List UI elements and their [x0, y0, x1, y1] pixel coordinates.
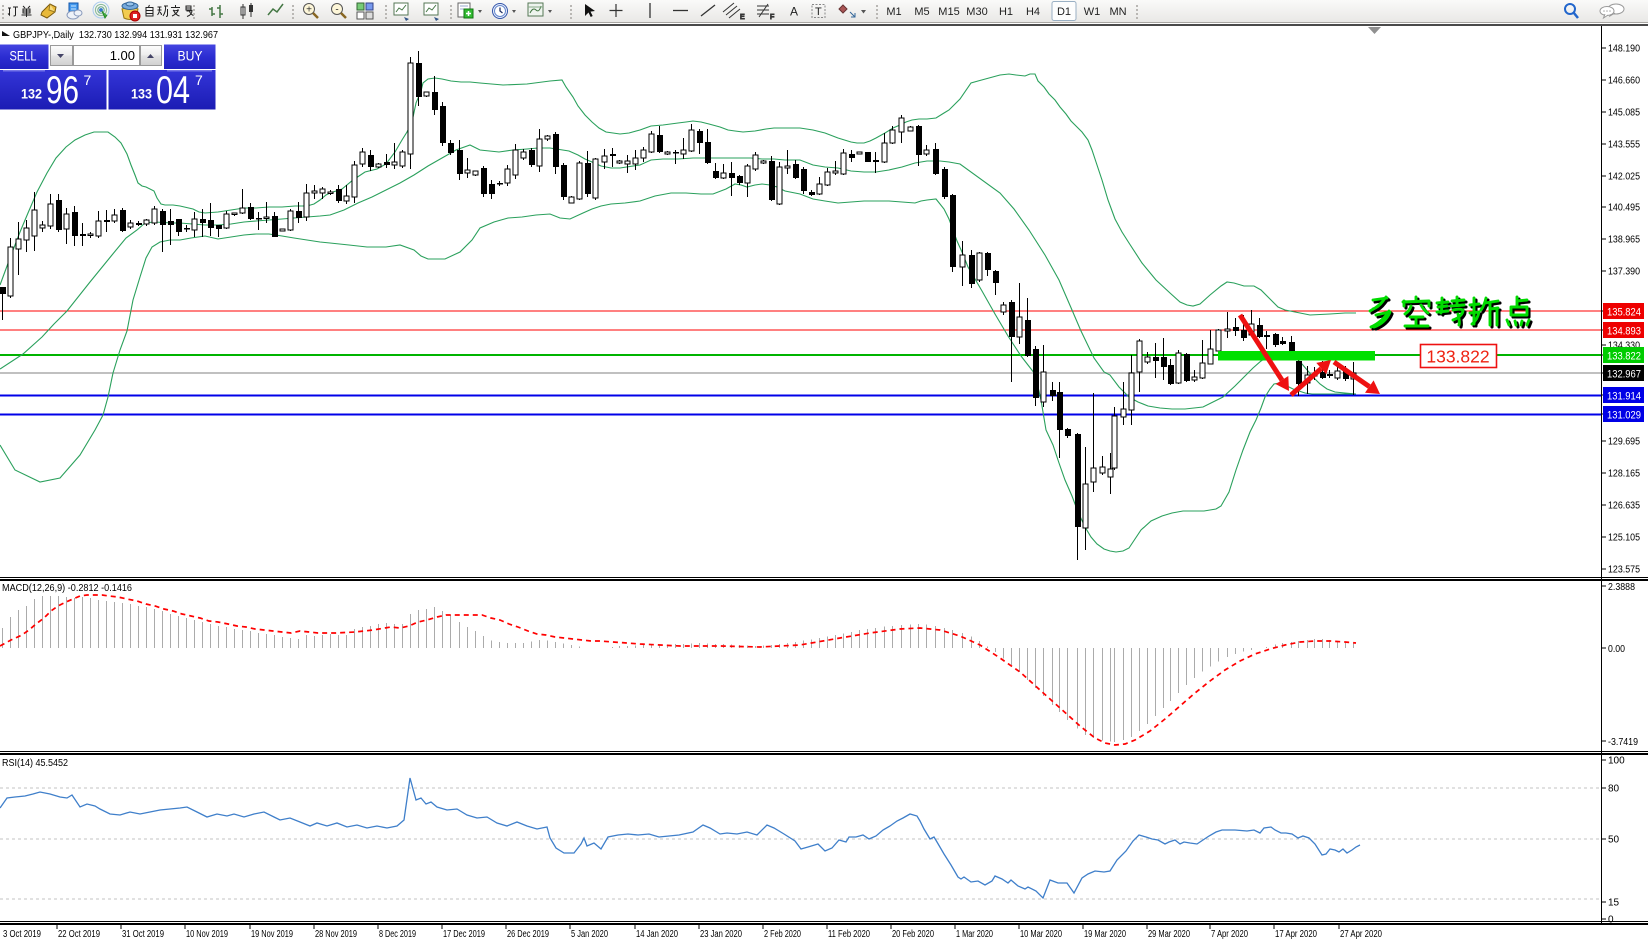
svg-text:04: 04: [156, 69, 190, 112]
svg-text:M1: M1: [886, 6, 901, 18]
svg-text:MN: MN: [1109, 6, 1126, 18]
svg-text:145.085: 145.085: [1608, 108, 1640, 119]
svg-text:27 Apr 2020: 27 Apr 2020: [1340, 929, 1382, 940]
svg-text:3 Oct 2019: 3 Oct 2019: [3, 929, 41, 940]
svg-text:D1: D1: [1057, 6, 1071, 18]
svg-text:M15: M15: [938, 6, 959, 18]
svg-text:133: 133: [131, 86, 152, 102]
svg-text:MACD(12,26,9) -0.2812 -0.1416: MACD(12,26,9) -0.2812 -0.1416: [2, 583, 132, 594]
svg-text:29 Mar 2020: 29 Mar 2020: [1148, 929, 1190, 940]
svg-text:2 Feb 2020: 2 Feb 2020: [764, 929, 801, 940]
svg-text:96: 96: [46, 69, 79, 112]
svg-text:126.635: 126.635: [1608, 501, 1640, 512]
svg-text:17 Dec 2019: 17 Dec 2019: [443, 929, 485, 940]
svg-text:H1: H1: [999, 6, 1013, 18]
svg-text:M30: M30: [966, 6, 987, 18]
svg-text:7 Apr 2020: 7 Apr 2020: [1211, 929, 1248, 940]
svg-text:M5: M5: [914, 6, 929, 18]
svg-text:28 Nov 2019: 28 Nov 2019: [315, 929, 357, 940]
svg-text:H4: H4: [1026, 6, 1040, 18]
svg-text:125.105: 125.105: [1608, 533, 1640, 544]
svg-text:80: 80: [1608, 784, 1620, 795]
svg-text:135.824: 135.824: [1607, 307, 1641, 319]
svg-text:BUY: BUY: [178, 49, 203, 64]
svg-text:W1: W1: [1084, 6, 1101, 18]
svg-text:11 Feb 2020: 11 Feb 2020: [828, 929, 870, 940]
svg-text:0.00: 0.00: [1608, 644, 1625, 655]
svg-text:50: 50: [1608, 835, 1620, 846]
svg-text:146.660: 146.660: [1608, 76, 1640, 87]
svg-text:132: 132: [21, 86, 42, 102]
svg-text:F: F: [770, 14, 774, 21]
svg-text:-3.7419: -3.7419: [1608, 737, 1638, 748]
svg-text:E: E: [740, 14, 745, 21]
svg-text:128.165: 128.165: [1608, 469, 1640, 480]
svg-text:137.390: 137.390: [1608, 267, 1640, 278]
svg-text:1.00: 1.00: [110, 48, 135, 63]
svg-text:5 Jan 2020: 5 Jan 2020: [571, 929, 608, 940]
svg-text:26 Dec 2019: 26 Dec 2019: [507, 929, 549, 940]
svg-text:19 Mar 2020: 19 Mar 2020: [1084, 929, 1126, 940]
svg-text:140.495: 140.495: [1608, 203, 1640, 214]
svg-text:T: T: [815, 6, 822, 18]
svg-text:A: A: [790, 5, 798, 19]
svg-text:10 Mar 2020: 10 Mar 2020: [1020, 929, 1062, 940]
svg-text:148.190: 148.190: [1608, 44, 1640, 55]
svg-text:RSI(14) 45.5452: RSI(14) 45.5452: [2, 758, 68, 769]
svg-text:SELL: SELL: [10, 49, 37, 64]
svg-text:129.695: 129.695: [1608, 437, 1640, 448]
svg-text:8 Dec 2019: 8 Dec 2019: [379, 929, 416, 940]
svg-text:15: 15: [1608, 898, 1620, 909]
svg-text:19 Nov 2019: 19 Nov 2019: [251, 929, 293, 940]
svg-text:131.029: 131.029: [1607, 410, 1641, 422]
svg-text:132.967: 132.967: [1607, 369, 1641, 381]
svg-text:143.555: 143.555: [1608, 140, 1640, 151]
svg-text:22 Oct 2019: 22 Oct 2019: [58, 929, 100, 940]
svg-text:7: 7: [195, 72, 203, 88]
svg-text:14 Jan 2020: 14 Jan 2020: [636, 929, 678, 940]
svg-text:31 Oct 2019: 31 Oct 2019: [122, 929, 164, 940]
svg-text:10 Nov 2019: 10 Nov 2019: [186, 929, 228, 940]
svg-text:100: 100: [1608, 756, 1625, 767]
svg-text:123.575: 123.575: [1608, 565, 1640, 576]
svg-text:2.3888: 2.3888: [1608, 582, 1635, 593]
svg-text:138.965: 138.965: [1608, 235, 1640, 246]
svg-text:0: 0: [1608, 915, 1614, 926]
svg-text:134.893: 134.893: [1607, 326, 1641, 338]
svg-text:23 Jan 2020: 23 Jan 2020: [700, 929, 742, 940]
svg-text:1 Mar 2020: 1 Mar 2020: [956, 929, 993, 940]
svg-text:-: -: [335, 5, 338, 16]
svg-text:133.822: 133.822: [1607, 351, 1641, 363]
svg-text:7: 7: [84, 72, 92, 88]
svg-text:+: +: [306, 5, 312, 16]
svg-text:131.914: 131.914: [1607, 391, 1641, 403]
svg-text:142.025: 142.025: [1608, 172, 1640, 183]
svg-text:133.822: 133.822: [1426, 347, 1489, 367]
svg-text:134.330: 134.330: [1608, 341, 1640, 352]
svg-text:17 Apr 2020: 17 Apr 2020: [1275, 929, 1317, 940]
svg-text:GBPJPY-,Daily 132.730 132.994: GBPJPY-,Daily 132.730 132.994 131.931 13…: [13, 29, 218, 41]
svg-text:20 Feb 2020: 20 Feb 2020: [892, 929, 934, 940]
